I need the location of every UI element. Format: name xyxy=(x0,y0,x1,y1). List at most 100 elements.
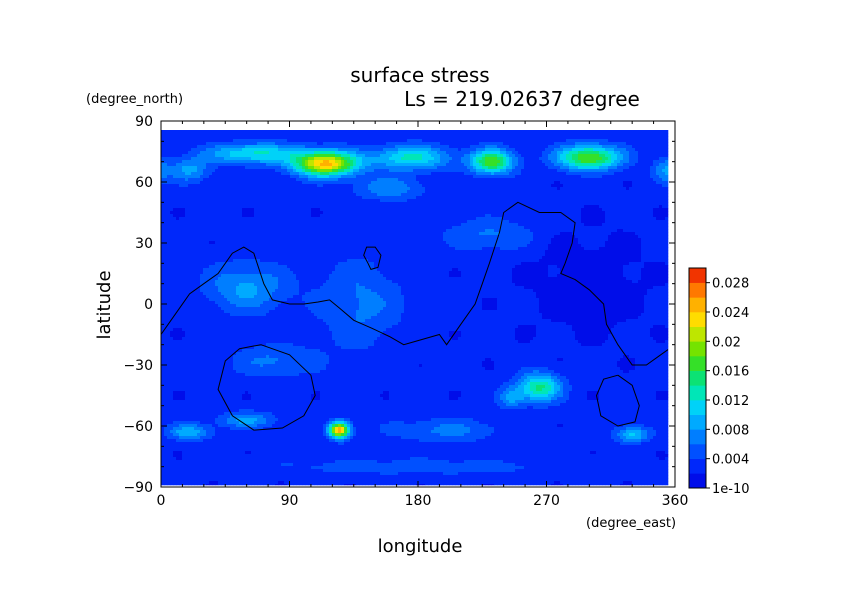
field-cell xyxy=(431,199,435,203)
field-cell xyxy=(215,139,219,143)
field-cell xyxy=(479,130,483,134)
field-cell xyxy=(296,163,300,167)
field-cell xyxy=(206,202,210,206)
field-cell xyxy=(203,205,207,209)
field-cell xyxy=(185,163,189,167)
field-cell xyxy=(413,217,417,221)
field-cell xyxy=(641,148,645,152)
field-cell xyxy=(341,151,345,155)
field-cell xyxy=(176,133,180,137)
field-cell xyxy=(365,139,369,143)
field-cell xyxy=(227,181,231,185)
field-cell xyxy=(419,181,423,185)
field-cell xyxy=(614,190,618,194)
field-cell xyxy=(662,202,666,206)
field-cell xyxy=(524,193,528,197)
field-cell xyxy=(647,190,651,194)
field-cell xyxy=(161,184,165,188)
field-cell xyxy=(599,187,603,191)
field-cell xyxy=(431,154,435,158)
field-cell xyxy=(632,181,636,185)
field-cell xyxy=(593,142,597,146)
field-cell xyxy=(389,187,393,191)
field-cell xyxy=(284,205,288,209)
field-cell xyxy=(317,178,321,182)
field-cell xyxy=(392,178,396,182)
field-cell xyxy=(257,184,261,188)
field-cell xyxy=(272,184,276,188)
field-cell xyxy=(446,187,450,191)
field-cell xyxy=(278,178,282,182)
field-cell xyxy=(650,190,654,194)
field-cell xyxy=(530,202,534,206)
field-cell xyxy=(635,184,639,188)
field-cell xyxy=(542,130,546,134)
field-cell xyxy=(287,202,291,206)
field-cell xyxy=(179,193,183,197)
field-cell xyxy=(425,175,429,179)
field-cell xyxy=(545,181,549,185)
field-cell xyxy=(662,175,666,179)
field-cell xyxy=(611,136,615,140)
field-cell xyxy=(665,133,669,137)
field-cell xyxy=(314,148,318,152)
field-cell xyxy=(215,166,219,170)
field-cell xyxy=(266,136,270,140)
field-cell xyxy=(632,193,636,197)
field-cell xyxy=(251,184,255,188)
field-cell xyxy=(611,133,615,137)
field-cell xyxy=(212,148,216,152)
field-cell xyxy=(377,184,381,188)
field-cell xyxy=(194,148,198,152)
field-cell xyxy=(491,157,495,161)
field-cell xyxy=(302,196,306,200)
field-cell xyxy=(224,175,228,179)
field-cell xyxy=(329,211,333,215)
field-cell xyxy=(173,136,177,140)
field-cell xyxy=(317,133,321,137)
field-cell xyxy=(554,172,558,176)
field-cell xyxy=(584,166,588,170)
field-cell xyxy=(659,139,663,143)
field-cell xyxy=(290,157,294,161)
field-cell xyxy=(404,145,408,149)
field-cell xyxy=(611,160,615,164)
field-cell xyxy=(290,211,294,215)
field-cell xyxy=(623,157,627,161)
field-cell xyxy=(371,136,375,140)
field-cell xyxy=(533,142,537,146)
field-cell xyxy=(320,139,324,143)
field-cell xyxy=(476,151,480,155)
field-cell xyxy=(425,139,429,143)
field-cell xyxy=(599,142,603,146)
field-cell xyxy=(614,151,618,155)
field-cell xyxy=(596,190,600,194)
field-cell xyxy=(530,148,534,152)
field-cell xyxy=(284,184,288,188)
field-cell xyxy=(626,166,630,170)
field-cell xyxy=(206,160,210,164)
field-cell xyxy=(251,217,255,221)
field-cell xyxy=(464,145,468,149)
field-cell xyxy=(461,142,465,146)
field-cell xyxy=(200,148,204,152)
field-cell xyxy=(275,151,279,155)
field-cell xyxy=(506,184,510,188)
field-cell xyxy=(164,130,168,134)
field-cell xyxy=(257,172,261,176)
field-cell xyxy=(305,196,309,200)
field-cell xyxy=(263,172,267,176)
field-cell xyxy=(239,142,243,146)
field-cell xyxy=(428,184,432,188)
field-cell xyxy=(569,196,573,200)
field-cell xyxy=(272,154,276,158)
field-cell xyxy=(308,157,312,161)
field-cell xyxy=(599,133,603,137)
field-cell xyxy=(347,214,351,218)
field-cell xyxy=(650,130,654,134)
field-cell xyxy=(527,175,531,179)
field-cell xyxy=(347,196,351,200)
field-cell xyxy=(479,142,483,146)
field-cell xyxy=(524,196,528,200)
field-cell xyxy=(494,151,498,155)
